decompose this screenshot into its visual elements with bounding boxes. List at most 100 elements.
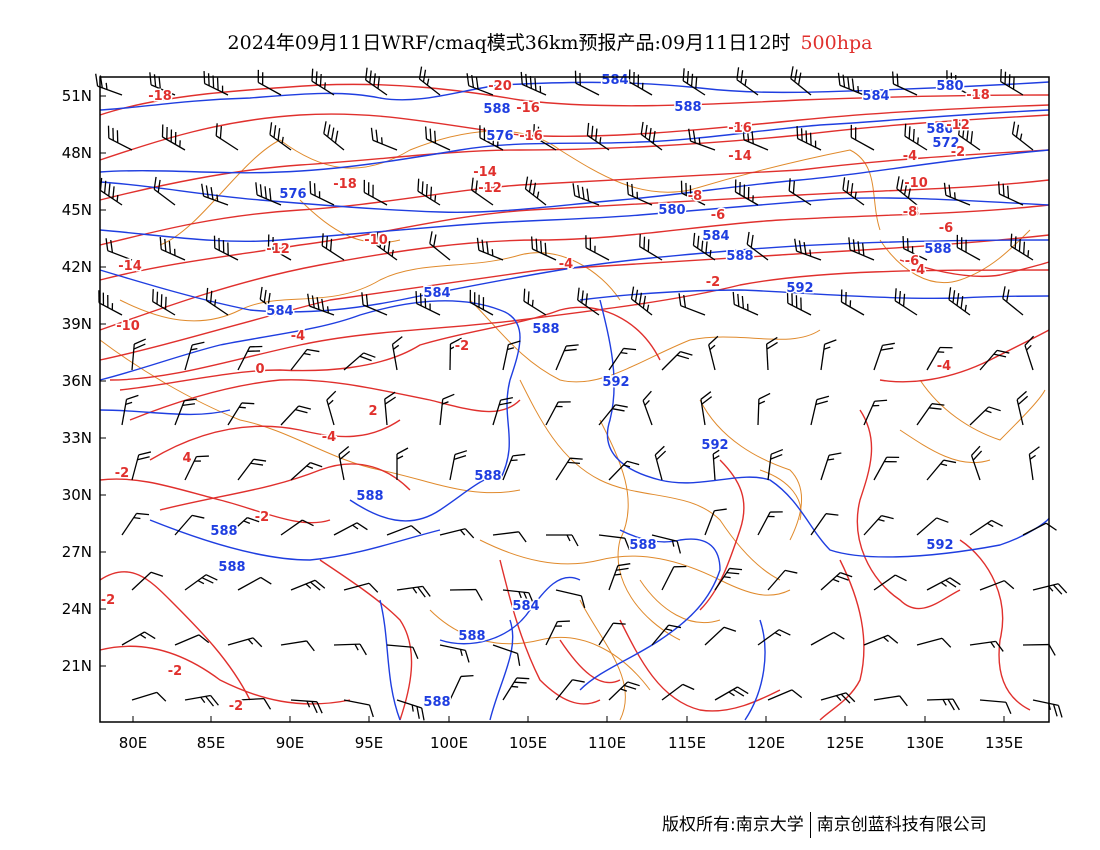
wind-barb [586, 122, 610, 151]
temperature-contour-line [856, 409, 961, 610]
wind-barb [174, 514, 205, 536]
wind-barb [174, 398, 197, 426]
wind-barb [943, 182, 971, 206]
wind-barb [642, 390, 653, 426]
height-contour-line [99, 197, 1050, 243]
temperature-label: -6 [905, 254, 919, 269]
height-label: 580 [658, 203, 685, 218]
wind-barb [712, 446, 725, 481]
title-level: 500hpa [800, 32, 873, 54]
height-contour-line [439, 576, 581, 645]
temperature-contours [99, 83, 1050, 721]
border-line [519, 379, 781, 581]
temperature-label: -8 [688, 189, 702, 204]
height-label: 588 [674, 100, 701, 115]
wind-barb [692, 232, 716, 261]
wind-barb [1022, 643, 1056, 656]
wind-barb [213, 235, 239, 261]
temperature-label: -6 [939, 221, 953, 236]
wind-barb [626, 181, 653, 206]
x-tick-label: 80E [119, 734, 148, 752]
wind-barb [948, 287, 971, 316]
wind-barb [688, 128, 716, 151]
temperature-contour-line [109, 269, 1050, 381]
wind-barb [1002, 286, 1024, 316]
wind-barb [820, 452, 842, 481]
height-label: 588 [532, 322, 559, 337]
wind-barb [708, 335, 719, 371]
wind-barb [891, 71, 918, 96]
wind-barb [678, 293, 706, 316]
border-line [599, 419, 681, 641]
y-tick-label: 48N [62, 144, 92, 162]
wind-barb [682, 68, 706, 96]
wind-barb [765, 336, 778, 371]
wind-barb [916, 403, 945, 426]
wind-barb [159, 236, 186, 261]
temperature-contour-line [99, 645, 351, 705]
wind-barb [131, 338, 147, 371]
wind-barb [290, 579, 326, 591]
wind-barb [259, 286, 282, 316]
temperature-contour-line [119, 306, 661, 391]
wind-barb [979, 580, 1015, 591]
temperature-label: -4 [322, 430, 336, 445]
temperature-contour-line [99, 104, 1050, 161]
height-contour-line [489, 619, 514, 721]
temperature-label: -2 [255, 510, 269, 525]
x-tick-label: 115E [668, 734, 706, 752]
x-tick-label: 105E [509, 734, 547, 752]
wind-barb [704, 626, 737, 646]
temperature-label: -4 [559, 257, 573, 272]
wind-barb [121, 394, 139, 426]
x-tick-label: 90E [276, 734, 305, 752]
temperature-contour-line [619, 619, 781, 712]
wind-barb [131, 691, 167, 702]
y-tick-label: 33N [62, 429, 92, 447]
temperature-label: -18 [148, 89, 172, 104]
wind-barb [810, 395, 830, 426]
wind-barb [639, 234, 663, 261]
temperature-contour-line [559, 639, 621, 684]
wind-barb [757, 629, 791, 646]
height-label: 592 [701, 438, 728, 453]
wind-barb [449, 588, 483, 601]
height-label: 588 [629, 538, 656, 553]
border-line [159, 130, 881, 246]
wind-barb [608, 681, 640, 701]
temperature-contour-line [159, 463, 411, 511]
temperature-label: -10 [116, 319, 140, 334]
wind-barb [1000, 69, 1024, 96]
wind-barb [555, 344, 579, 371]
wind-barb [820, 571, 853, 591]
border-line [879, 229, 1031, 284]
wind-barb [523, 288, 547, 316]
wind-barb [873, 342, 895, 371]
wind-barb [107, 125, 133, 151]
wind-barb [492, 644, 521, 666]
wind-barb [902, 236, 928, 261]
y-tick-label: 51N [62, 87, 92, 105]
wind-barb [449, 674, 474, 701]
wind-barb [794, 238, 822, 261]
border-line [469, 299, 821, 383]
wind-barb [492, 531, 527, 543]
wind-barb [958, 122, 981, 151]
wind-barb [502, 677, 530, 701]
wind-barb [894, 288, 918, 316]
wind-barb [105, 238, 133, 261]
wind-barb [850, 124, 875, 151]
wind-barb [323, 121, 345, 151]
wind-barb [969, 406, 1001, 426]
wind-barb [269, 122, 292, 151]
wind-barb [237, 576, 272, 591]
y-axis: 51N 48N 45N 42N 39N 36N 33N 30N 27N 24N 21N [62, 87, 106, 675]
wind-barb [471, 177, 494, 206]
height-label: 588 [474, 469, 501, 484]
height-contour-line [599, 299, 1050, 558]
wind-barb [926, 459, 957, 481]
temperature-label: -14 [728, 149, 752, 164]
height-contour-line [99, 109, 1050, 174]
wind-barb [449, 450, 468, 481]
